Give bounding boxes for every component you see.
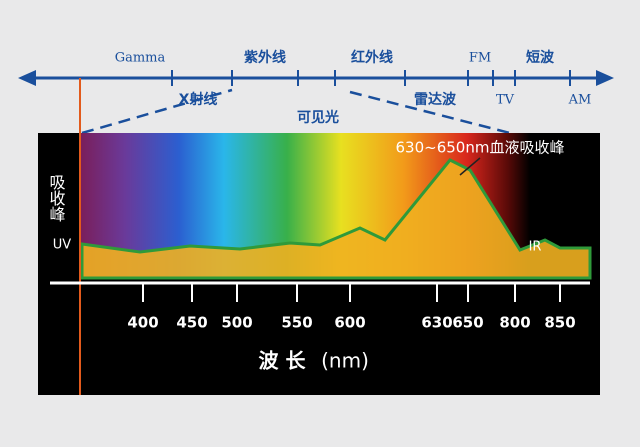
- axis-title: 波 长: [259, 349, 307, 373]
- em-axis: [18, 70, 614, 86]
- tick-label: 630: [421, 314, 452, 332]
- ir-label: IR: [529, 240, 542, 255]
- band-label: 紫外线: [244, 49, 286, 66]
- visible-guides: [81, 88, 511, 135]
- annotation: 630~650nm血液吸收峰: [396, 139, 565, 157]
- tick-label: 450: [176, 314, 207, 332]
- tick-label: 800: [499, 314, 530, 332]
- annotation-leader: [459, 157, 481, 176]
- band-label: 短波: [526, 49, 555, 66]
- band-label: TV: [496, 93, 515, 108]
- band-label: 红外线: [351, 49, 393, 66]
- axis-unit: (nm): [321, 349, 369, 373]
- band-label: AM: [568, 93, 592, 108]
- tick-label: 400: [127, 314, 158, 332]
- tick-label: 500: [221, 314, 252, 332]
- tick-label: 550: [281, 314, 312, 332]
- band-label: 雷达波: [414, 91, 457, 108]
- y-label: 吸收峰: [47, 174, 66, 222]
- band-label: FM: [469, 51, 491, 66]
- tick-label: 850: [544, 314, 575, 332]
- tick-label: 650: [452, 314, 483, 332]
- visible-label: 可见光: [297, 109, 339, 126]
- band-label: Gamma: [115, 51, 166, 66]
- uv-label: UV: [53, 238, 72, 253]
- tick-label: 600: [334, 314, 365, 332]
- absorption-curve: [80, 158, 592, 280]
